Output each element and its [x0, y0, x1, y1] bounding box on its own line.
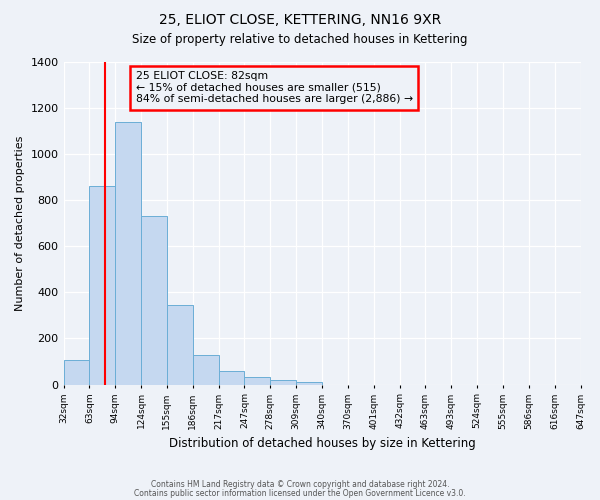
Bar: [244, 378, 271, 384]
Text: 25 ELIOT CLOSE: 82sqm
← 15% of detached houses are smaller (515)
84% of semi-det: 25 ELIOT CLOSE: 82sqm ← 15% of detached …: [136, 71, 413, 104]
Text: Contains public sector information licensed under the Open Government Licence v3: Contains public sector information licen…: [134, 489, 466, 498]
Text: 25, ELIOT CLOSE, KETTERING, NN16 9XR: 25, ELIOT CLOSE, KETTERING, NN16 9XR: [159, 12, 441, 26]
Bar: [218, 371, 244, 384]
Text: Contains HM Land Registry data © Crown copyright and database right 2024.: Contains HM Land Registry data © Crown c…: [151, 480, 449, 489]
Bar: [167, 305, 193, 384]
X-axis label: Distribution of detached houses by size in Kettering: Distribution of detached houses by size …: [169, 437, 475, 450]
Bar: [141, 216, 167, 384]
Y-axis label: Number of detached properties: Number of detached properties: [15, 136, 25, 311]
Bar: [193, 354, 218, 384]
Bar: [115, 122, 141, 384]
Bar: [271, 380, 296, 384]
Bar: [89, 186, 115, 384]
Bar: [296, 382, 322, 384]
Text: Size of property relative to detached houses in Kettering: Size of property relative to detached ho…: [132, 32, 468, 46]
Bar: [64, 360, 89, 384]
